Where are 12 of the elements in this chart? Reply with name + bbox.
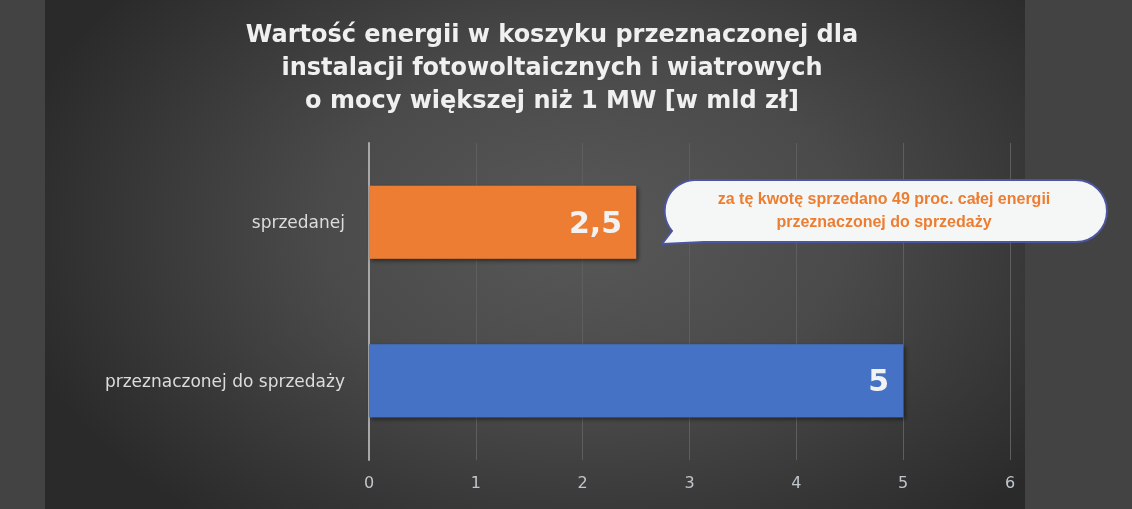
y-tick-label: sprzedanej [251,212,345,233]
x-tick-label: 1 [470,472,481,492]
data-label: 5 [868,363,890,399]
x-tick-label: 0 [363,472,375,492]
x-tick-label: 5 [898,472,909,492]
data-label: 2,5 [568,204,623,240]
y-tick-label: przeznaczonej do sprzedaży [104,370,345,391]
x-tick-label: 4 [791,472,802,492]
x-tick-label: 6 [1004,472,1016,492]
x-tick-label: 2 [577,472,588,492]
x-tick-label: 3 [684,472,695,492]
chart-title: Wartość energii w koszyku przeznaczonej dla instalacji fotowoltaicznych i wiatrowych o mocy większej niż 1 MW [w mld zł] [245,19,859,114]
